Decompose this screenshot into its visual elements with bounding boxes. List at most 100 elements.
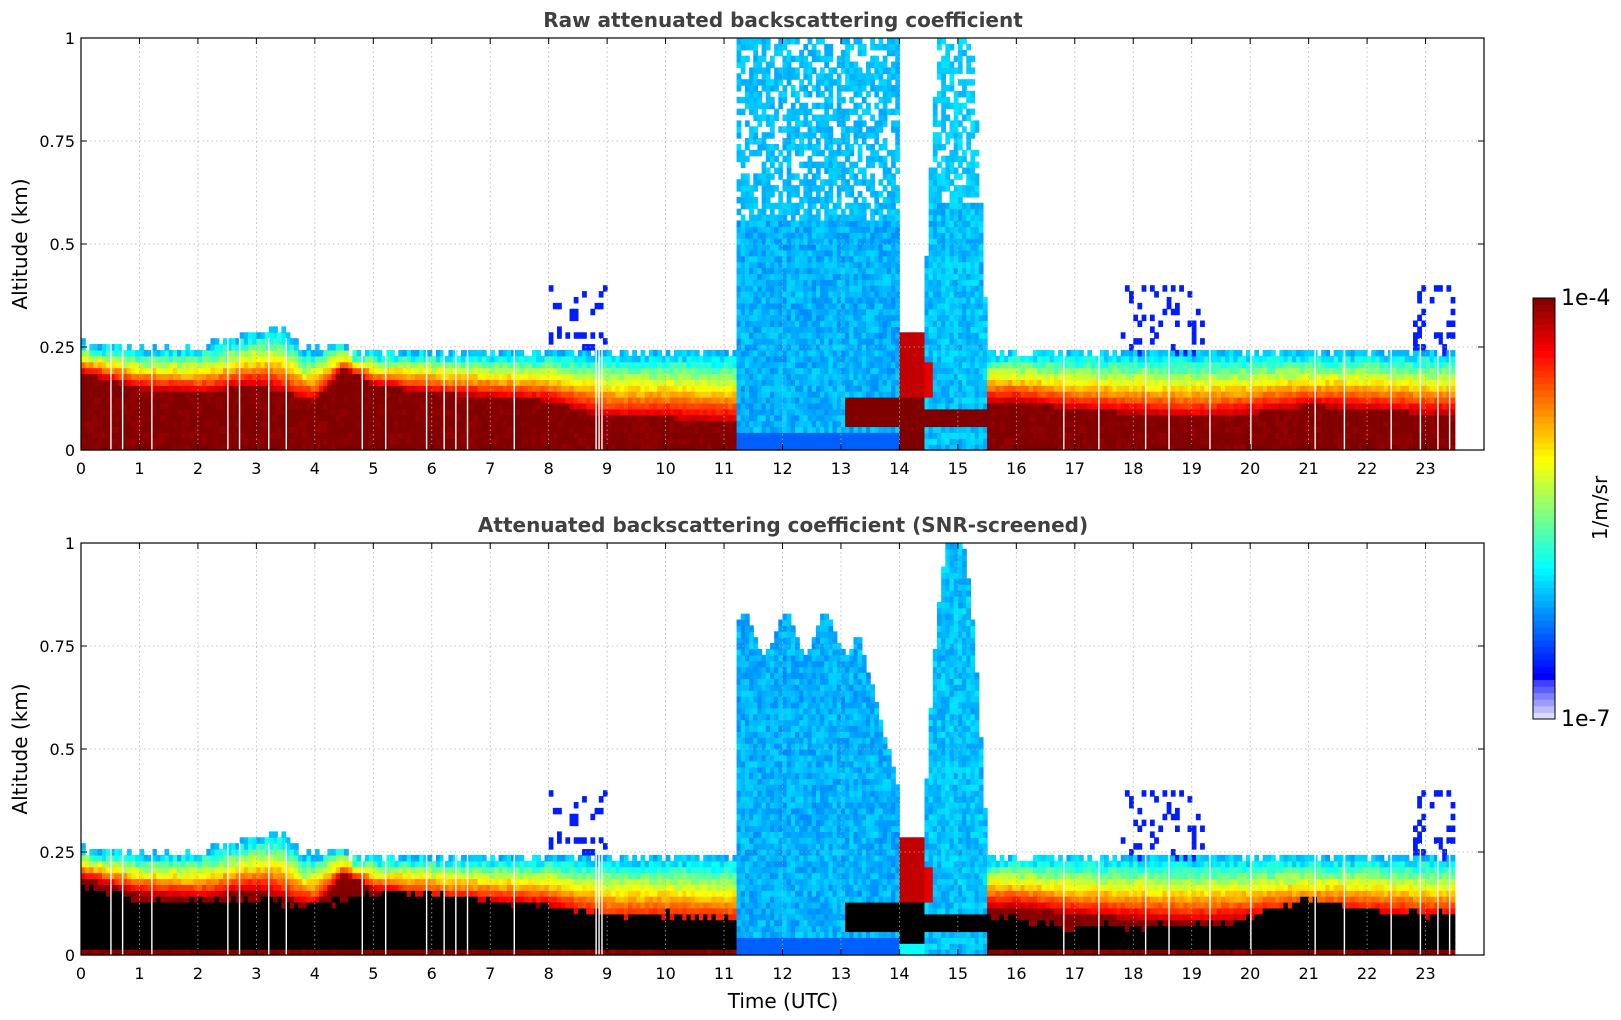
heatmap-cell <box>740 361 746 369</box>
heatmap-cell <box>172 379 178 386</box>
heatmap-cell <box>490 367 495 375</box>
heatmap-cell <box>110 361 116 369</box>
heatmap-cell <box>327 408 333 416</box>
heatmap-cell <box>832 344 838 351</box>
heatmap-cell <box>619 444 625 451</box>
heatmap-cell <box>319 361 324 369</box>
heatmap-cell <box>836 420 842 428</box>
heatmap-cell <box>744 255 750 263</box>
heatmap-cell <box>156 444 161 451</box>
heatmap-cell <box>849 126 855 133</box>
heatmap-cell <box>214 444 220 451</box>
heatmap-cell <box>820 255 825 263</box>
heatmap-cell <box>790 320 796 327</box>
heatmap-cell <box>782 90 788 98</box>
heatmap-cell <box>782 267 788 275</box>
heatmap-cell <box>410 361 416 369</box>
heatmap-cell <box>519 373 525 380</box>
heatmap-cell <box>861 214 867 222</box>
heatmap-cell <box>323 379 328 386</box>
heatmap-cell <box>740 238 746 245</box>
heatmap-cell <box>151 373 157 380</box>
heatmap-cell <box>874 320 880 327</box>
heatmap-cell <box>778 326 784 333</box>
heatmap-cell <box>486 361 491 369</box>
heatmap-cell <box>736 373 742 380</box>
heatmap-cell <box>736 149 742 157</box>
heatmap-cell <box>820 344 825 351</box>
heatmap-cell <box>686 361 692 369</box>
heatmap-cell <box>561 432 566 439</box>
heatmap-cell <box>423 408 429 416</box>
heatmap-cell <box>886 167 892 174</box>
heatmap-cell <box>477 391 483 398</box>
heatmap-cell <box>607 432 612 439</box>
heatmap-cell <box>840 408 846 416</box>
heatmap-cell <box>740 414 746 422</box>
heatmap-cell <box>757 432 763 439</box>
heatmap-cell <box>765 244 771 251</box>
heatmap-cell <box>815 261 821 269</box>
heatmap-cell <box>757 220 763 227</box>
heatmap-cell <box>264 373 270 380</box>
heatmap-cell <box>669 367 675 375</box>
heatmap-cell <box>840 185 846 192</box>
heatmap-cell <box>790 420 796 428</box>
heatmap-cell <box>302 444 308 451</box>
heatmap-cell <box>477 438 483 445</box>
heatmap-cell <box>753 73 759 80</box>
heatmap-cell <box>694 426 700 433</box>
heatmap-cell <box>774 267 779 275</box>
heatmap-cell <box>544 426 550 433</box>
heatmap-cell <box>118 438 124 445</box>
heatmap-cell <box>886 391 892 398</box>
heatmap-cell <box>807 332 813 339</box>
heatmap-cell <box>836 90 842 98</box>
heatmap-cell <box>110 438 116 445</box>
heatmap-cell <box>874 191 880 198</box>
heatmap-cell <box>711 426 717 433</box>
heatmap-cell <box>715 420 721 428</box>
heatmap-cell <box>886 273 892 280</box>
heatmap-cell <box>101 444 107 451</box>
heatmap-cell <box>857 120 863 127</box>
heatmap-cell <box>795 208 800 216</box>
heatmap-cell <box>774 444 779 451</box>
heatmap-cell <box>795 232 800 239</box>
heatmap-cell <box>753 96 759 104</box>
heatmap-cell <box>139 373 145 380</box>
heatmap-cell <box>882 408 888 416</box>
heatmap-cell <box>786 320 792 327</box>
heatmap-cell <box>369 349 374 357</box>
heatmap-cell <box>619 408 625 416</box>
heatmap-cell <box>753 326 759 333</box>
heatmap-cell <box>423 432 429 439</box>
heatmap-cell <box>682 444 688 451</box>
heatmap-cell <box>515 385 521 392</box>
heatmap-cell <box>728 391 733 398</box>
heatmap-cell <box>561 438 566 445</box>
heatmap-cell <box>235 349 241 357</box>
heatmap-cell <box>795 379 800 386</box>
heatmap-cell <box>753 432 759 439</box>
heatmap-cell <box>531 438 537 445</box>
heatmap-cell <box>744 279 750 286</box>
heatmap-cell <box>740 220 746 227</box>
heatmap-cell <box>715 373 721 380</box>
heatmap-cell <box>740 108 746 116</box>
heatmap-cell <box>657 426 663 433</box>
heatmap-cell <box>799 55 804 63</box>
heatmap-cell <box>177 373 182 380</box>
heatmap-cell <box>753 285 759 292</box>
heatmap-cell <box>861 108 867 116</box>
heatmap-cell <box>891 408 896 416</box>
heatmap-cell <box>761 173 767 180</box>
heatmap-cell <box>160 444 166 451</box>
heatmap-cell <box>815 432 821 439</box>
heatmap-cell <box>147 373 153 380</box>
heatmap-cell <box>239 426 245 433</box>
heatmap-cell <box>803 367 809 375</box>
heatmap-cell <box>494 438 500 445</box>
heatmap-cell <box>891 220 896 227</box>
heatmap-cell <box>870 55 875 63</box>
